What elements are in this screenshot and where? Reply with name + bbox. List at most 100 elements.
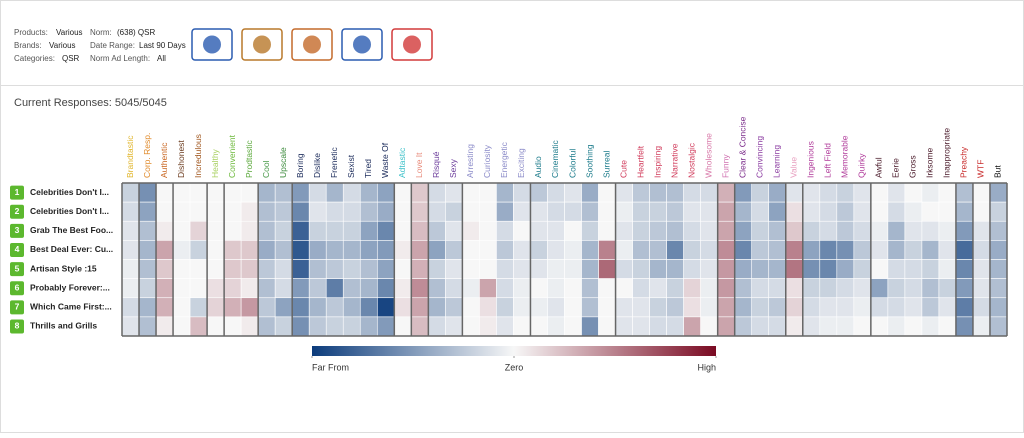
label: Date Range: — [90, 41, 135, 50]
heat-cell — [972, 316, 991, 337]
heat-cell — [479, 297, 497, 318]
brand-logo-icon — [253, 35, 271, 54]
heat-cell — [189, 220, 208, 241]
heat-cell — [359, 278, 378, 299]
heat-cell — [989, 278, 1008, 299]
heat-cell — [496, 220, 514, 241]
heat-cell — [887, 259, 906, 279]
column-label: But — [993, 165, 1003, 178]
heat-cell — [155, 201, 174, 222]
heat-cell — [921, 259, 940, 279]
column-label: Surreal — [601, 150, 611, 178]
heat-cell — [394, 240, 412, 260]
heat-cell — [462, 240, 480, 260]
heat-cell — [530, 278, 548, 299]
heat-cell — [342, 259, 361, 279]
column-label: Frenetic — [329, 147, 339, 178]
heat-cell — [564, 278, 582, 299]
heat-cell — [717, 278, 735, 299]
heat-cell — [666, 297, 684, 318]
heat-cell — [462, 220, 480, 241]
heat-cell — [802, 278, 821, 299]
heat-cell — [819, 220, 838, 241]
heat-cell — [376, 182, 395, 203]
row-badge — [10, 223, 24, 238]
heat-cell — [513, 201, 531, 222]
column-label: Eerie — [891, 158, 901, 178]
heat-cell — [121, 297, 140, 318]
heat-cell — [734, 182, 753, 203]
heat-cell — [376, 316, 395, 337]
heat-cell — [223, 278, 242, 299]
heat-cell — [342, 182, 361, 203]
heat-cell — [989, 316, 1008, 337]
row-label: Celebrities Don't I... — [30, 206, 109, 216]
heat-cell — [257, 259, 276, 279]
label: Categories: — [14, 54, 55, 63]
row-label: Best Deal Ever: Cu... — [30, 244, 113, 254]
heat-cell — [955, 316, 974, 337]
heat-cell — [972, 201, 991, 222]
heat-cell — [768, 182, 787, 203]
row-badge — [10, 185, 24, 200]
heat-cell — [870, 316, 889, 337]
heat-cell — [904, 240, 923, 260]
column-label: Inappropriate — [942, 128, 952, 178]
value: Various — [56, 28, 83, 37]
heat-cell — [462, 182, 480, 203]
heat-cell — [819, 316, 838, 337]
heat-cell — [802, 240, 821, 260]
heat-cell — [989, 201, 1008, 222]
column-label: Nostalgic — [686, 142, 696, 178]
column-label: Corp. Resp. — [142, 133, 152, 178]
heat-cell — [581, 220, 599, 241]
row-label: Probably Forever:... — [30, 282, 110, 292]
heat-cell — [581, 316, 599, 337]
column-label: Convenient — [227, 134, 237, 178]
heat-cell — [870, 259, 889, 279]
heat-cell — [240, 316, 259, 337]
heat-cell — [445, 316, 463, 337]
heat-cell — [615, 240, 633, 260]
heat-cell — [462, 316, 480, 337]
heat-cell — [717, 297, 735, 318]
heat-cell — [547, 201, 565, 222]
heat-cell — [972, 259, 991, 279]
heat-cell — [785, 297, 804, 318]
heat-cell — [359, 201, 378, 222]
column-label: Funny — [720, 154, 730, 178]
heat-cell — [615, 316, 633, 337]
heat-cell — [717, 182, 735, 203]
heat-cell — [904, 278, 923, 299]
heat-cell — [342, 201, 361, 222]
heat-cell — [121, 240, 140, 260]
column-label: Tired — [363, 159, 373, 178]
heat-cell — [717, 240, 735, 260]
heat-cell — [121, 259, 140, 279]
heat-cell — [649, 297, 667, 318]
heat-cell — [308, 316, 327, 337]
heat-cell — [257, 278, 276, 299]
heat-cell — [308, 182, 327, 203]
column-label: Preachy — [959, 146, 969, 178]
heat-cell — [700, 278, 718, 299]
heat-cell — [257, 182, 276, 203]
heat-cell — [853, 278, 872, 299]
heat-cell — [666, 316, 684, 337]
row-label: Celebrities Don't I... — [30, 187, 109, 197]
heat-cell — [428, 182, 446, 203]
heat-cell — [547, 297, 565, 318]
heat-cell — [598, 316, 616, 337]
heat-cell — [411, 201, 429, 222]
heat-cell — [206, 259, 225, 279]
heat-cell — [683, 220, 701, 241]
heat-cell — [768, 220, 787, 241]
row-number: 7 — [15, 302, 20, 312]
heat-cell — [547, 182, 565, 203]
heat-cell — [938, 201, 957, 222]
heat-cell — [904, 182, 923, 203]
heat-cell — [649, 220, 667, 241]
heat-cell — [853, 182, 872, 203]
heat-cell — [819, 182, 838, 203]
row-badge — [10, 204, 24, 219]
